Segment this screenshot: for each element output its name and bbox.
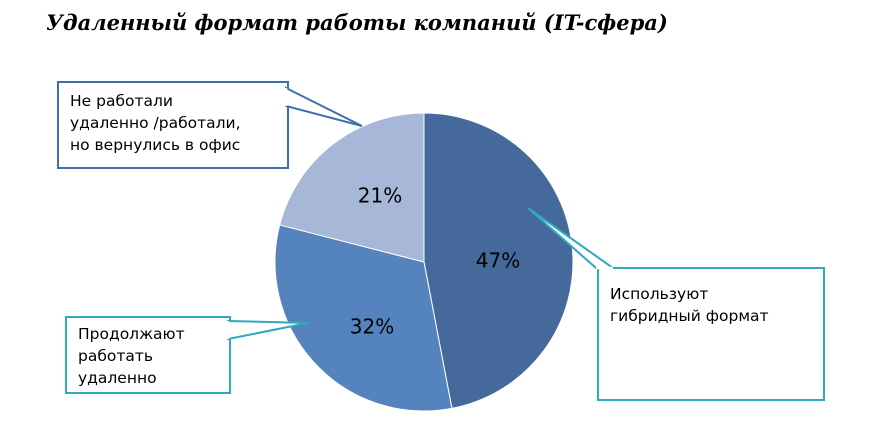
pie-value-label: 47% — [476, 249, 520, 273]
pie-callout: Не работали удаленно /работали, но вернули… — [57, 81, 363, 169]
callout-label: Используют гибридный формат — [610, 285, 769, 325]
callout-label-line: Продолжают — [78, 325, 185, 343]
pie-slice — [274, 224, 453, 412]
pie-value-label: 32% — [350, 315, 394, 339]
callout-label-line: гибридный формат — [610, 307, 769, 325]
callout-label-line: удаленно /работали, — [70, 114, 241, 132]
pie-callouts: Используют гибридный формат Продолжают рабо… — [57, 81, 825, 401]
callout-box — [597, 267, 825, 401]
pie-callout: Используют гибридный формат — [527, 207, 825, 401]
callout-label-line: Используют — [610, 285, 708, 303]
callout-label-line: Не работали — [70, 92, 173, 110]
callout-label: Продолжают работать удаленно — [78, 325, 185, 387]
callout-label-line: удаленно — [78, 369, 157, 387]
pie-value-label: 21% — [358, 184, 402, 208]
callout-label-line: но вернулись в офис — [70, 136, 240, 154]
chart-title: Удаленный формат работы компаний (IT-сфе… — [46, 10, 668, 35]
callout-label-line: работать — [78, 347, 153, 365]
pie-slice — [279, 112, 425, 263]
callout-label: Не работали удаленно /работали, но вернули… — [70, 92, 241, 154]
callout-box — [65, 316, 231, 394]
pie-callout: Продолжают работать удаленно — [65, 316, 309, 394]
callout-pointer — [285, 86, 363, 127]
callout-box — [57, 81, 289, 169]
pie-slices — [274, 112, 574, 412]
pie-value-labels: 47% 32% 21% — [350, 184, 520, 339]
